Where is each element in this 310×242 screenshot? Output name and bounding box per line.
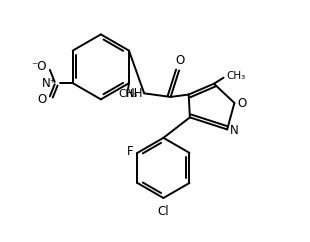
Text: N⁺: N⁺ [42, 77, 57, 90]
Text: O: O [176, 54, 185, 67]
Text: O: O [37, 93, 46, 106]
Text: Cl: Cl [157, 205, 169, 218]
Text: O: O [237, 97, 246, 110]
Text: N: N [230, 124, 239, 137]
Text: NH: NH [126, 87, 143, 100]
Text: ⁻O: ⁻O [31, 60, 46, 73]
Text: F: F [127, 145, 134, 158]
Text: CH₃: CH₃ [118, 89, 137, 99]
Text: CH₃: CH₃ [226, 71, 245, 82]
